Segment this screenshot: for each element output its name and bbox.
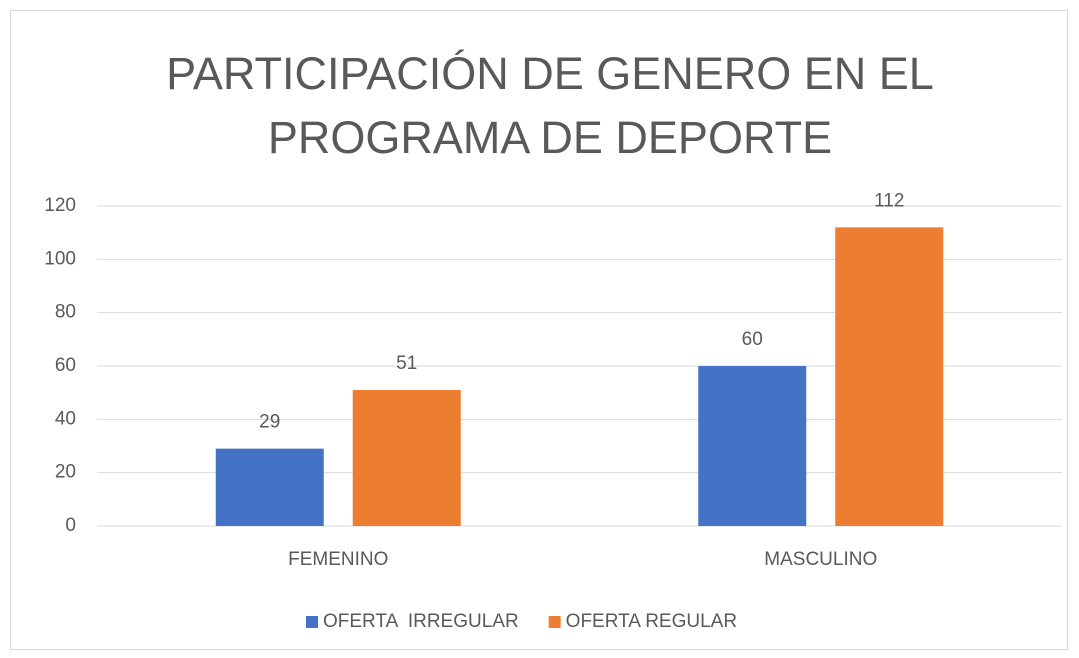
y-tick-label: 120 bbox=[44, 195, 76, 216]
chart-frame bbox=[10, 10, 1068, 650]
y-tick-label: 20 bbox=[55, 462, 76, 483]
bar bbox=[835, 227, 944, 527]
bar bbox=[215, 448, 324, 526]
legend-label: OFERTA IRREGULAR bbox=[323, 611, 519, 632]
legend-swatch bbox=[548, 616, 561, 628]
y-tick-label: 40 bbox=[55, 408, 76, 429]
y-tick-label: 60 bbox=[55, 355, 76, 376]
chart-title: PARTICIPACIÓN DE GENERO EN EL PROGRAMA D… bbox=[166, 48, 934, 163]
data-label: 112 bbox=[874, 190, 904, 211]
y-tick-label: 80 bbox=[55, 302, 76, 323]
y-tick-label: 100 bbox=[44, 248, 76, 269]
bar bbox=[698, 366, 807, 526]
legend-label: OFERTA REGULAR bbox=[566, 611, 737, 632]
data-label: 60 bbox=[742, 329, 763, 350]
legend-swatch bbox=[306, 616, 318, 628]
data-label: 29 bbox=[259, 412, 280, 433]
data-label: 51 bbox=[396, 353, 417, 374]
y-tick-label: 0 bbox=[65, 515, 76, 536]
x-tick-label: FEMENINO bbox=[288, 549, 388, 570]
bar bbox=[352, 390, 461, 526]
x-tick-label: MASCULINO bbox=[764, 549, 877, 570]
